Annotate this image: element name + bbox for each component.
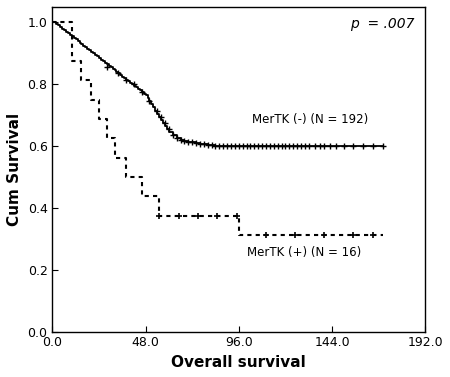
- Text: MerTK (-) (N = 192): MerTK (-) (N = 192): [252, 113, 369, 126]
- Y-axis label: Cum Survival: Cum Survival: [7, 113, 22, 226]
- Text: p  = .007: p = .007: [350, 17, 414, 31]
- X-axis label: Overall survival: Overall survival: [171, 355, 306, 370]
- Text: MerTK (+) (N = 16): MerTK (+) (N = 16): [247, 246, 361, 259]
